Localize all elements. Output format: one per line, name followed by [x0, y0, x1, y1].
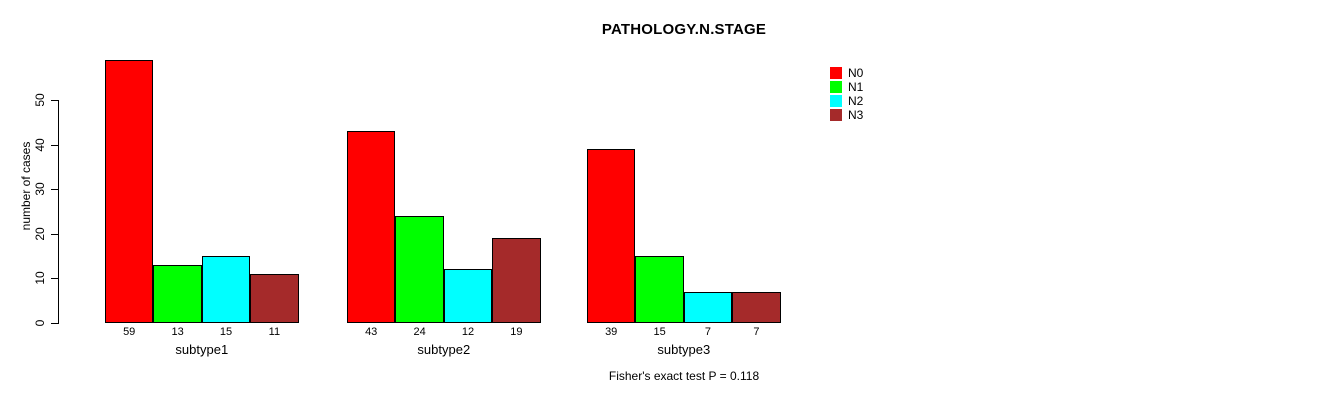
bar-value-label: 43	[365, 326, 378, 338]
legend: N0 N1 N2 N3	[830, 66, 863, 122]
y-axis-tick-label: 10	[33, 271, 47, 286]
bar-subtype3-N0	[587, 149, 636, 323]
bar-value-label: 15	[219, 326, 233, 338]
bar-value-label: 39	[605, 326, 618, 338]
y-axis-tick	[51, 144, 58, 146]
y-axis-tick-label: 40	[33, 137, 47, 152]
y-axis-tick	[51, 278, 58, 280]
legend-label: N3	[848, 108, 864, 122]
chart-title: PATHOLOGY.N.STAGE	[601, 21, 767, 38]
y-axis-tick-label: 30	[33, 182, 47, 196]
legend-swatch-N2	[830, 95, 842, 107]
bar-subtype1-N0	[105, 59, 154, 323]
legend-item-N0: N0	[830, 66, 863, 80]
legend-label: N0	[848, 66, 864, 80]
bar-subtype3-N3	[732, 291, 781, 323]
y-axis-line	[58, 100, 59, 324]
y-axis-tick	[51, 323, 58, 324]
bar-value-label: 7	[753, 326, 760, 338]
category-label-subtype1: subtype1	[175, 342, 229, 357]
bar-subtype2-N3	[492, 238, 541, 323]
bar-value-label: 11	[268, 326, 281, 338]
legend-item-N2: N2	[830, 94, 863, 108]
y-axis-tick-label: 0	[33, 319, 47, 327]
bar-subtype2-N2	[443, 269, 493, 323]
legend-swatch-N0	[830, 67, 842, 79]
category-label-subtype2: subtype2	[417, 342, 471, 357]
bar-value-label: 19	[510, 326, 523, 338]
y-axis-tick	[51, 189, 58, 191]
legend-label: N1	[848, 80, 864, 94]
bar-value-label: 59	[123, 326, 136, 338]
legend-swatch-N3	[830, 109, 842, 121]
legend-swatch-N1	[830, 81, 842, 93]
legend-item-N3: N3	[830, 108, 863, 122]
bar-value-label: 24	[413, 326, 426, 338]
bar-subtype1-N3	[250, 273, 299, 323]
legend-item-N1: N1	[830, 80, 863, 94]
bar-subtype3-N2	[683, 291, 733, 323]
y-axis-tick-label: 20	[33, 227, 47, 241]
category-label-subtype3: subtype3	[657, 342, 711, 357]
y-axis-label: number of cases	[19, 141, 33, 231]
legend-label: N2	[848, 94, 864, 108]
bar-subtype1-N2	[201, 256, 251, 323]
bar-value-label: 7	[704, 326, 712, 338]
bar-subtype2-N0	[347, 131, 396, 323]
bar-subtype3-N1	[635, 256, 684, 323]
y-axis-tick-label: 50	[33, 93, 47, 107]
bar-value-label: 15	[653, 326, 666, 338]
y-axis-tick	[51, 233, 58, 235]
bar-subtype1-N1	[153, 265, 202, 323]
bar-value-label: 13	[171, 326, 184, 338]
y-axis-tick	[51, 100, 58, 101]
fisher-test-annotation: Fisher's exact test P = 0.118	[608, 369, 760, 383]
bar-value-label: 12	[461, 326, 475, 338]
bar-subtype2-N1	[395, 215, 444, 323]
